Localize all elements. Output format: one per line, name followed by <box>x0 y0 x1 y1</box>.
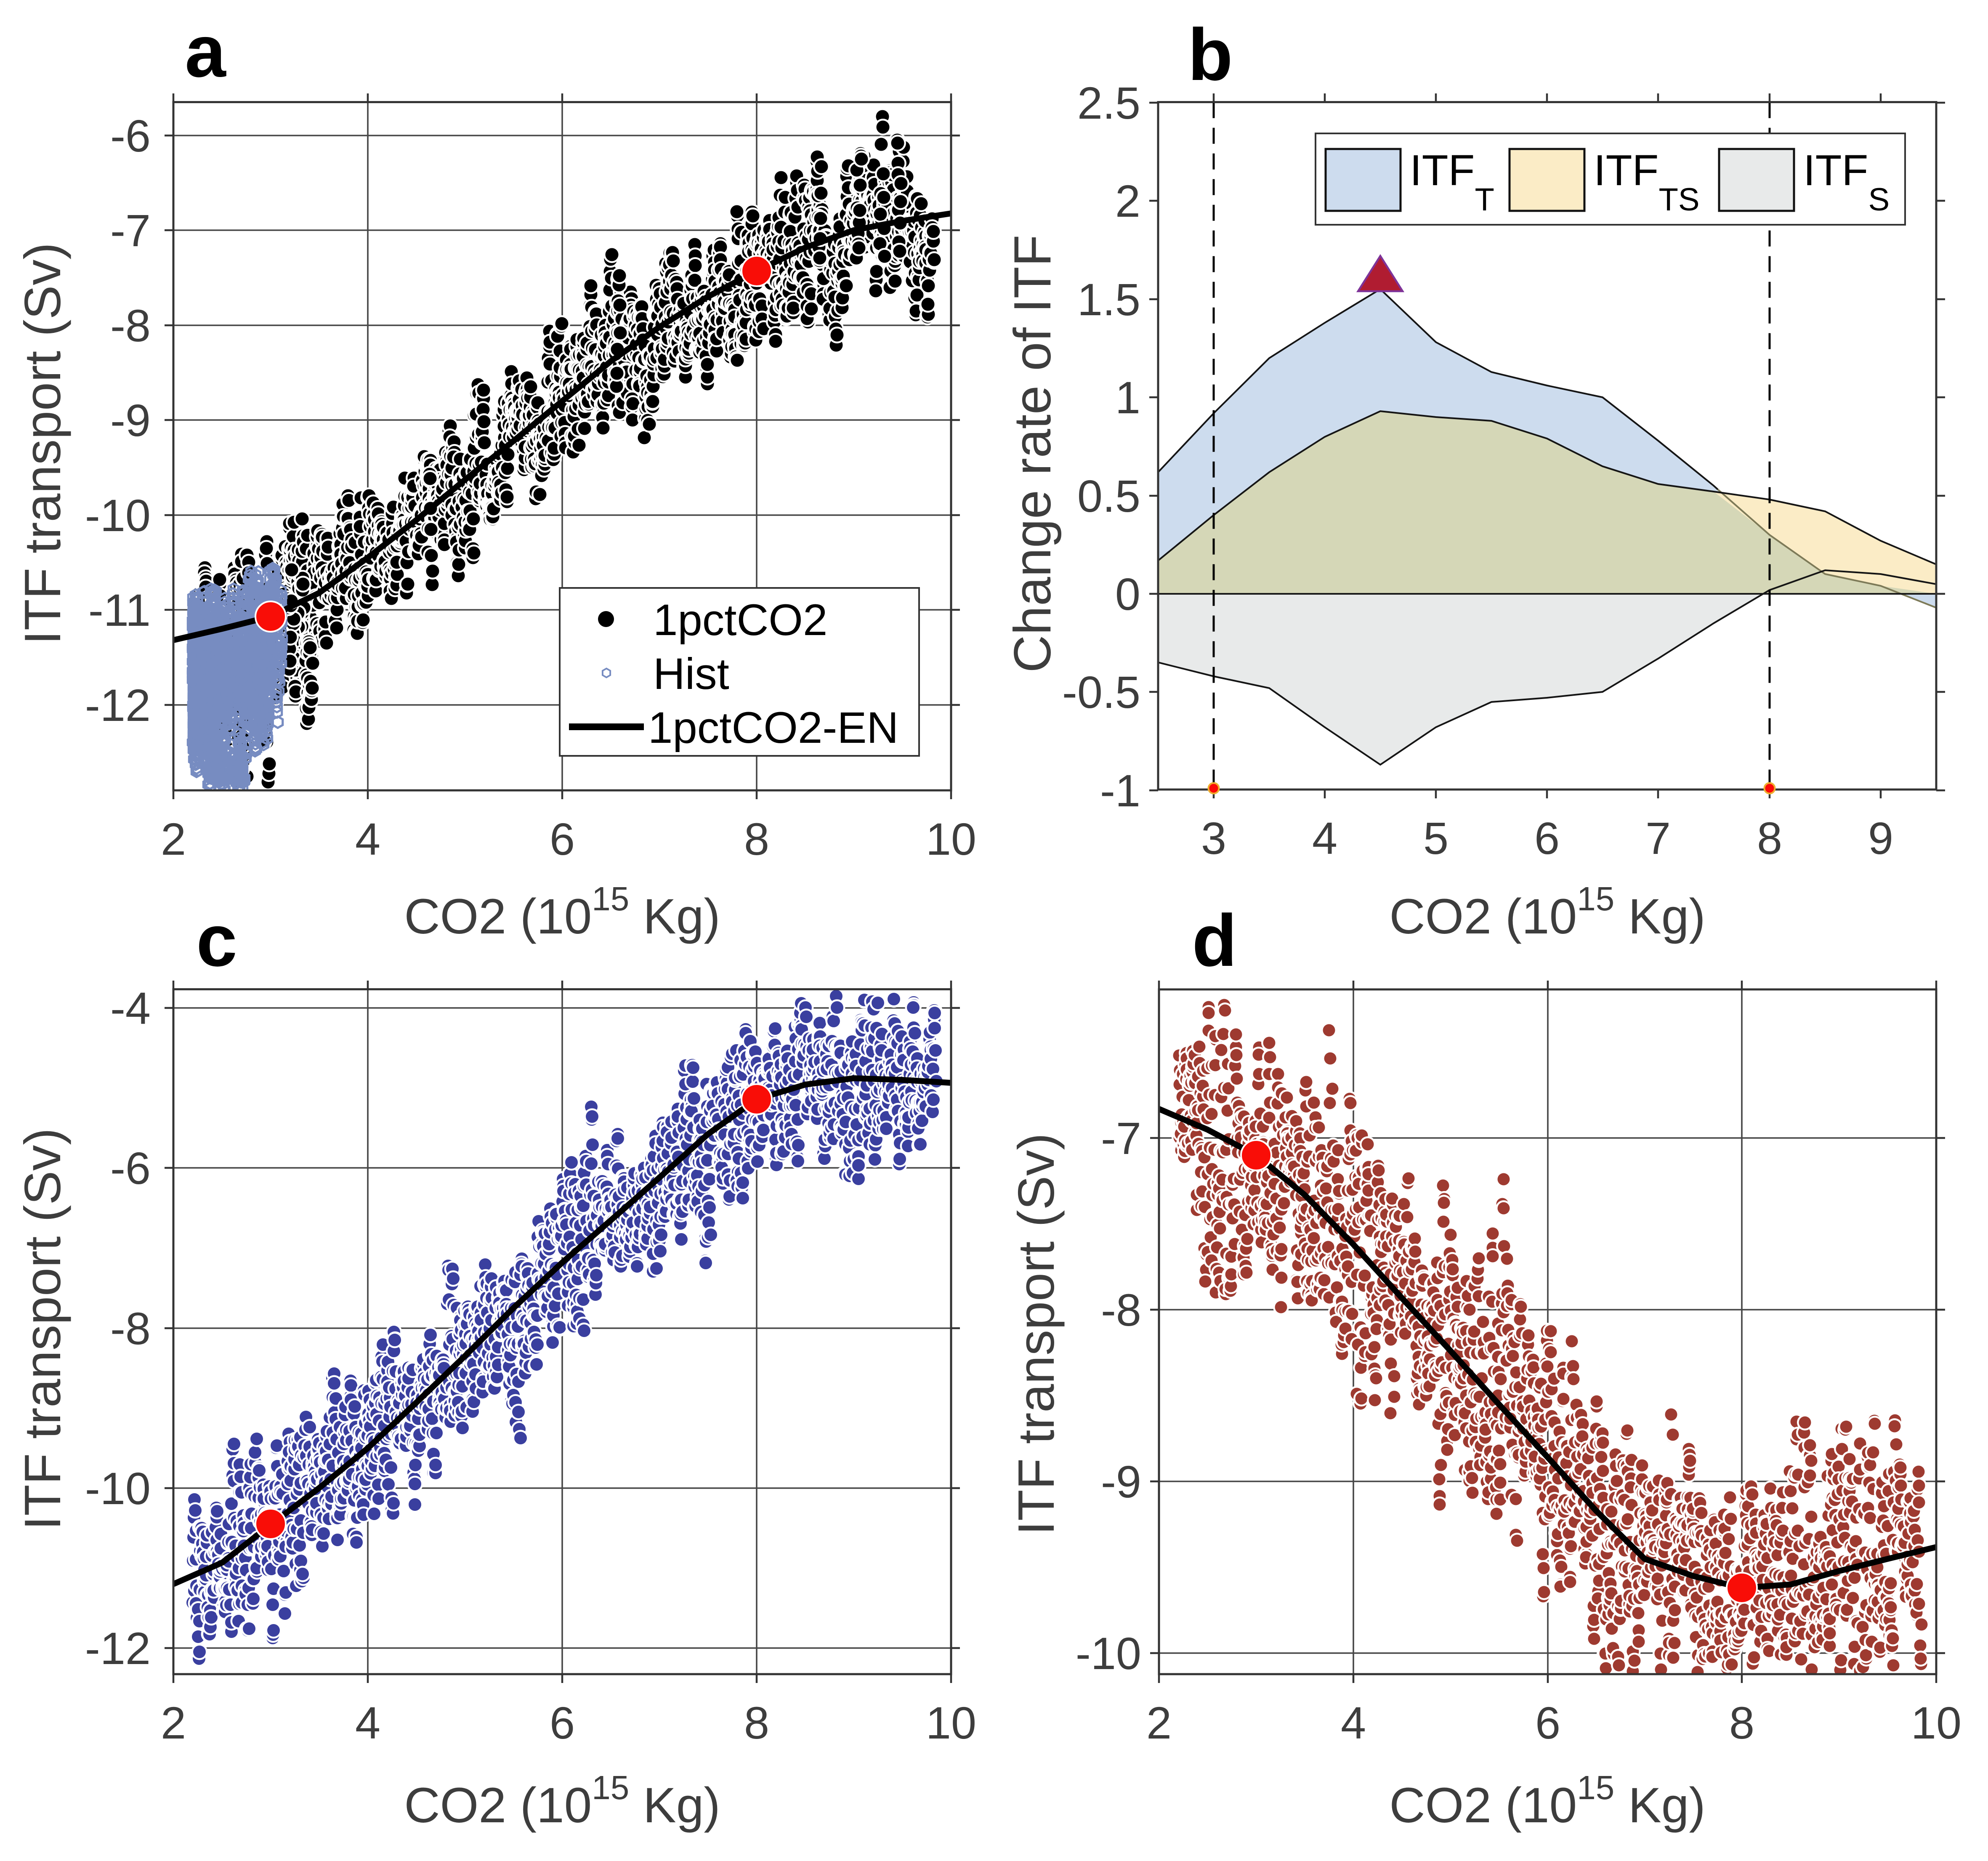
svg-text:-1: -1 <box>1100 765 1140 816</box>
svg-text:-10: -10 <box>1076 1628 1141 1679</box>
svg-text:-12: -12 <box>85 1623 151 1674</box>
svg-text:2: 2 <box>161 1697 186 1748</box>
svg-text:10: 10 <box>926 814 976 864</box>
svg-text:-4: -4 <box>110 983 151 1034</box>
svg-text:Hist: Hist <box>653 649 729 699</box>
svg-text:-11: -11 <box>88 585 151 635</box>
svg-text:6: 6 <box>1535 1697 1560 1748</box>
svg-text:CO2 (1015 Kg): CO2 (1015 Kg) <box>1389 880 1705 944</box>
svg-text:c: c <box>196 900 237 982</box>
svg-text:Change rate of ITF: Change rate of ITF <box>1004 235 1062 673</box>
svg-text:-8: -8 <box>110 1303 151 1354</box>
svg-text:5: 5 <box>1423 813 1448 864</box>
svg-text:CO2 (1015 Kg): CO2 (1015 Kg) <box>404 880 720 944</box>
svg-text:-8: -8 <box>1101 1284 1141 1335</box>
svg-text:-12: -12 <box>85 680 151 731</box>
svg-text:-0.5: -0.5 <box>1062 667 1140 718</box>
svg-text:4: 4 <box>355 1697 380 1748</box>
svg-text:1: 1 <box>1115 372 1140 423</box>
svg-text:1pctCO2: 1pctCO2 <box>653 596 827 645</box>
svg-text:2.5: 2.5 <box>1077 77 1140 128</box>
svg-text:b: b <box>1188 14 1233 96</box>
svg-text:CO2 (1015 Kg): CO2 (1015 Kg) <box>404 1769 720 1833</box>
svg-text:-7: -7 <box>110 205 151 256</box>
svg-text:-7: -7 <box>1101 1113 1141 1164</box>
svg-text:4: 4 <box>1341 1697 1366 1748</box>
svg-text:ITF transport (Sv): ITF transport (Sv) <box>1007 1133 1065 1535</box>
svg-text:ITF transport (Sv): ITF transport (Sv) <box>14 1128 71 1530</box>
svg-text:10: 10 <box>1911 1697 1961 1748</box>
svg-text:8: 8 <box>744 814 769 864</box>
svg-text:0.5: 0.5 <box>1077 471 1140 521</box>
svg-text:3: 3 <box>1201 813 1226 864</box>
svg-text:6: 6 <box>550 814 575 864</box>
svg-text:9: 9 <box>1868 813 1893 864</box>
svg-text:4: 4 <box>1312 813 1337 864</box>
svg-text:a: a <box>185 11 226 93</box>
svg-text:6: 6 <box>1534 813 1560 864</box>
svg-text:10: 10 <box>926 1697 976 1748</box>
svg-text:CO2 (1015 Kg): CO2 (1015 Kg) <box>1389 1769 1705 1833</box>
svg-text:0: 0 <box>1115 569 1140 619</box>
svg-text:-8: -8 <box>110 300 151 351</box>
svg-text:7: 7 <box>1645 813 1671 864</box>
svg-text:8: 8 <box>1757 813 1782 864</box>
svg-text:ITF transport (Sv): ITF transport (Sv) <box>14 242 71 645</box>
svg-text:6: 6 <box>550 1697 575 1748</box>
svg-text:4: 4 <box>355 814 380 864</box>
svg-text:8: 8 <box>744 1697 769 1748</box>
svg-text:2: 2 <box>1146 1697 1172 1748</box>
svg-text:1pctCO2-EN: 1pctCO2-EN <box>648 703 898 752</box>
svg-text:-6: -6 <box>110 1143 151 1194</box>
svg-text:8: 8 <box>1729 1697 1754 1748</box>
svg-text:-6: -6 <box>110 110 151 161</box>
svg-text:d: d <box>1192 900 1237 982</box>
svg-text:-9: -9 <box>1101 1456 1141 1507</box>
svg-text:-9: -9 <box>110 395 151 446</box>
svg-text:1.5: 1.5 <box>1077 274 1140 325</box>
svg-text:2: 2 <box>161 814 186 864</box>
svg-text:2: 2 <box>1115 175 1140 226</box>
svg-text:-10: -10 <box>85 490 151 541</box>
svg-text:-10: -10 <box>85 1463 151 1514</box>
